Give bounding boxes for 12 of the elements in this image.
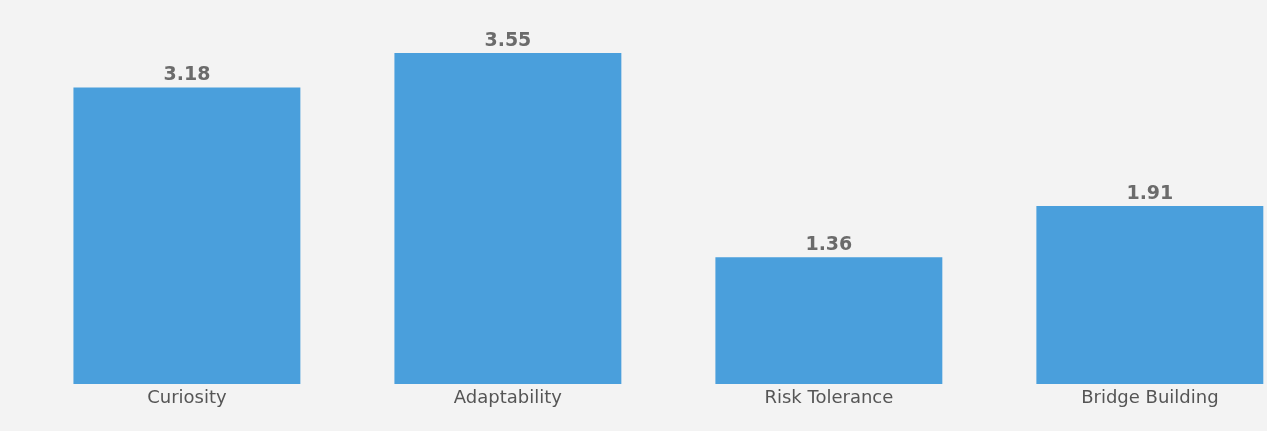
x-tick-label: Adaptability [453, 386, 563, 407]
bar [73, 87, 301, 384]
x-tick-label: Curiosity [147, 386, 227, 407]
bar [394, 52, 622, 384]
bar [1036, 205, 1264, 384]
bar [715, 257, 943, 384]
data-label: 1.36 [805, 232, 853, 255]
data-label: 1.91 [1126, 180, 1174, 203]
x-tick-label: Risk Tolerance [764, 386, 894, 407]
data-label: 3.18 [163, 62, 211, 85]
data-label: 3.55 [484, 27, 532, 50]
x-tick-label: Bridge Building [1081, 386, 1219, 407]
